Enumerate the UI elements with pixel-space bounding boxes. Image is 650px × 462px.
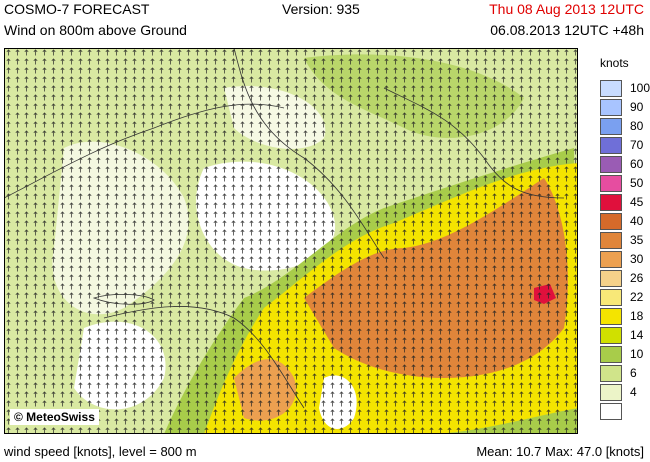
legend-label: 90: [630, 100, 644, 114]
run-time: 06.08.2013 12UTC +48h: [490, 22, 644, 38]
legend-label: 10: [630, 347, 644, 361]
legend-swatch: [600, 308, 622, 325]
legend-swatch: [600, 175, 622, 192]
legend-swatch: [600, 156, 622, 173]
wind-map: [4, 48, 578, 434]
legend-label: 100: [630, 81, 650, 95]
lake-outline: [92, 294, 155, 305]
legend-swatch: [600, 251, 622, 268]
legend-swatch: [600, 80, 622, 97]
legend-label: 70: [630, 138, 644, 152]
chart-title: COSMO-7 FORECAST: [4, 1, 150, 17]
border-line-1: [4, 103, 285, 199]
legend-swatch: [600, 403, 622, 420]
legend-swatch: [600, 270, 622, 287]
legend-label: 6: [630, 366, 637, 380]
chart-subtitle: Wind on 800m above Ground: [4, 22, 187, 38]
legend-label: 60: [630, 157, 644, 171]
footer-description: wind speed [knots], level = 800 m: [4, 444, 197, 459]
legend-swatch: [600, 99, 622, 116]
legend-swatch: [600, 346, 622, 363]
copyright-label: © MeteoSwiss: [10, 409, 99, 425]
version-label: Version: 935: [282, 1, 360, 17]
legend-swatch: [600, 213, 622, 230]
legend-label: 18: [630, 309, 644, 323]
legend-label: 30: [630, 252, 644, 266]
legend-label: 50: [630, 176, 644, 190]
legend-swatch: [600, 232, 622, 249]
legend-swatch: [600, 289, 622, 306]
legend-swatch: [600, 137, 622, 154]
legend-swatch: [600, 384, 622, 401]
legend-label: 35: [630, 233, 644, 247]
valid-time: Thu 08 Aug 2013 12UTC: [489, 1, 644, 17]
border-line-2: [233, 48, 385, 259]
legend-swatch: [600, 118, 622, 135]
legend-label: 80: [630, 119, 644, 133]
wind-arrow-grid: [4, 48, 578, 434]
legend-units: knots: [600, 56, 629, 70]
legend-swatch: [600, 365, 622, 382]
legend-label: 14: [630, 328, 644, 342]
legend-label: 22: [630, 290, 644, 304]
legend-label: 40: [630, 214, 644, 228]
border-line-3: [383, 87, 565, 199]
legend-swatch: [600, 327, 622, 344]
footer-stats: Mean: 10.7 Max: 47.0 [knots]: [476, 444, 644, 459]
legend-label: 4: [630, 385, 637, 399]
legend-swatch: [600, 194, 622, 211]
legend-label: 26: [630, 271, 644, 285]
border-line-4: [103, 306, 305, 409]
legend-label: 45: [630, 195, 644, 209]
